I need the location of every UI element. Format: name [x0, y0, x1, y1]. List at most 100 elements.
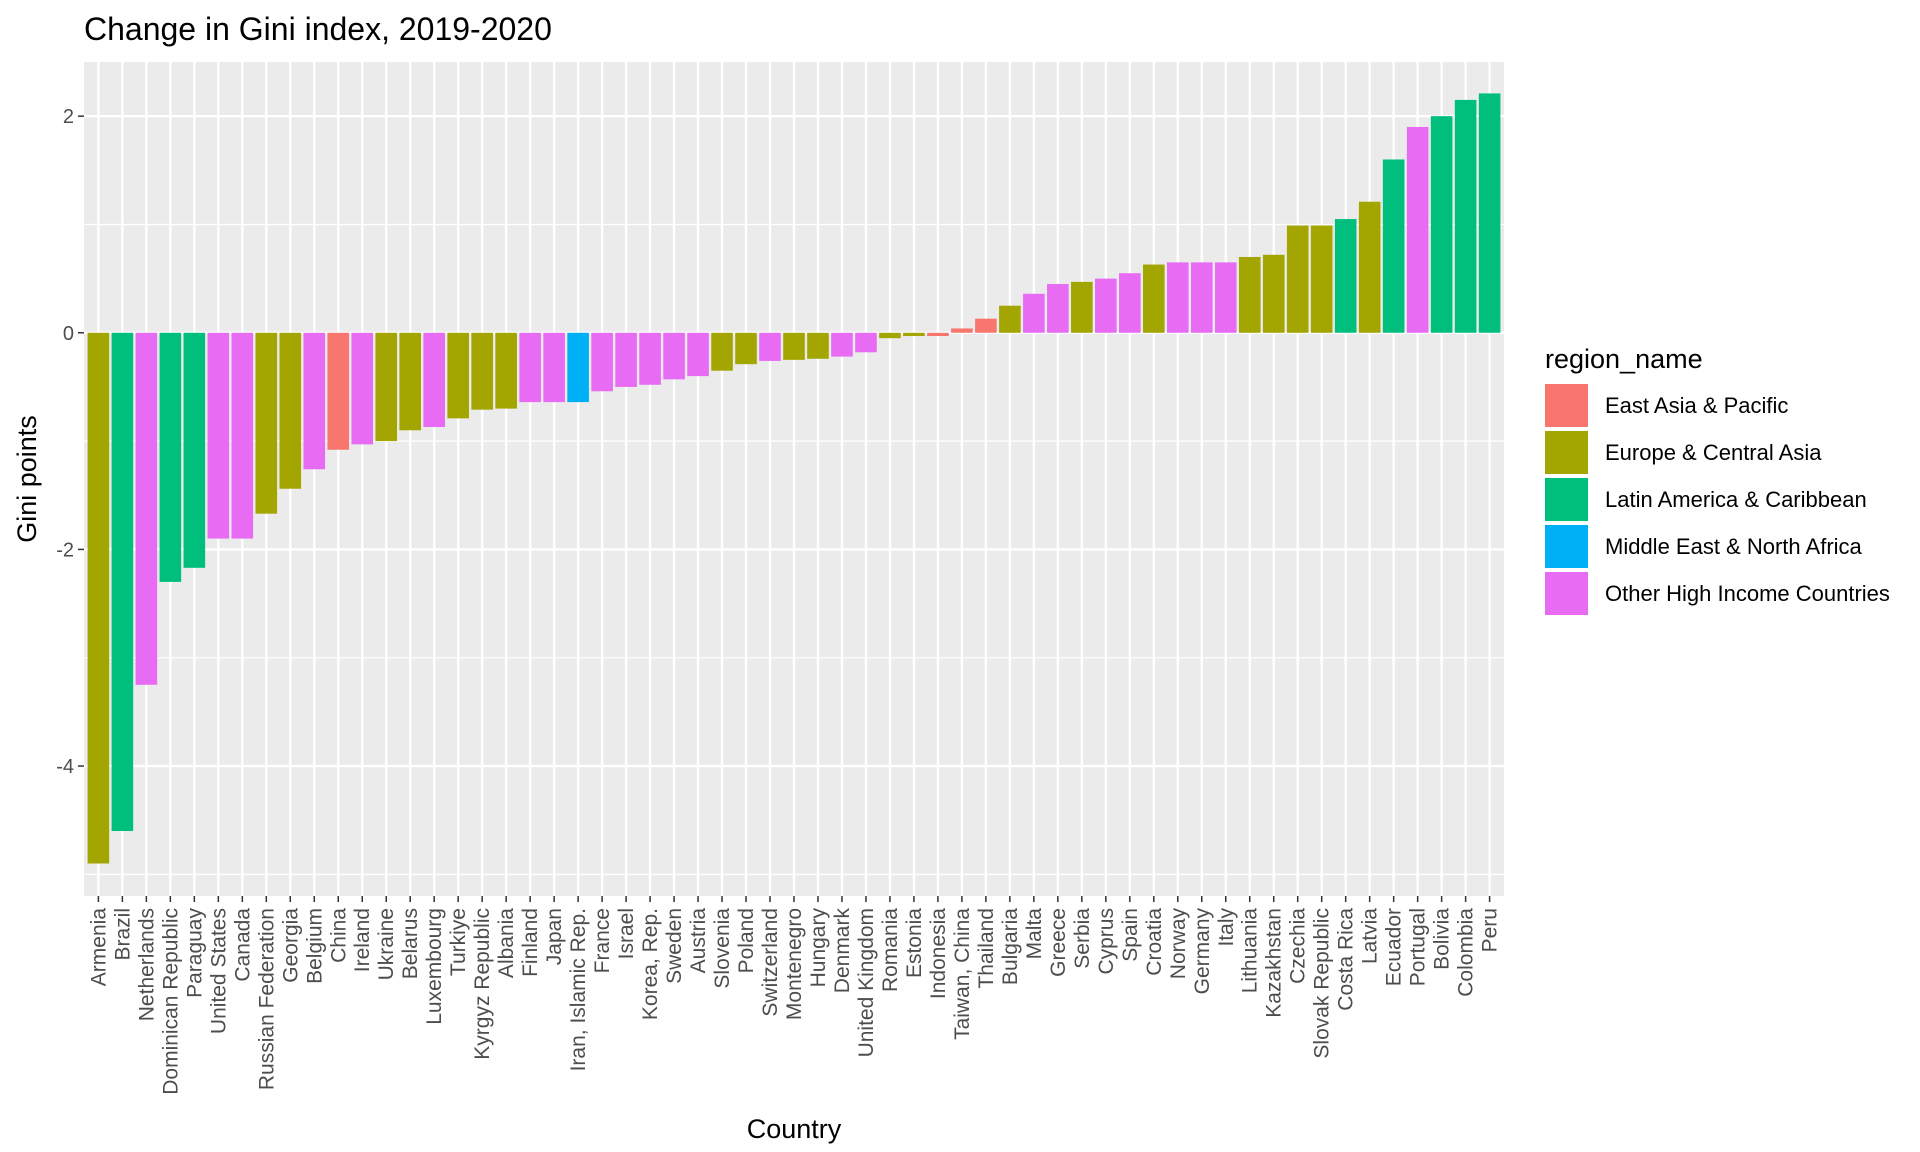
x-tick-label: Paraguay — [183, 908, 206, 998]
y-tick-label: 2 — [63, 106, 74, 128]
x-tick-label: United States — [207, 908, 230, 1034]
x-tick-label: Costa Rica — [1335, 908, 1358, 1011]
bar — [903, 332, 925, 337]
x-tick-label: Thailand — [975, 908, 998, 989]
x-tick-label: Norway — [1167, 908, 1190, 980]
x-tick-label: Albania — [495, 908, 518, 978]
bar — [231, 332, 254, 539]
bar — [567, 332, 589, 403]
x-tick-label: Belarus — [399, 908, 422, 979]
x-tick-label: Belgium — [303, 908, 326, 984]
bar — [759, 332, 781, 361]
x-tick-label: Netherlands — [135, 908, 158, 1021]
x-tick-label: Peru — [1479, 908, 1502, 952]
x-tick-label: Hungary — [807, 908, 830, 988]
x-tick-label: Denmark — [831, 908, 854, 994]
bar — [1310, 225, 1333, 333]
x-tick-label: Taiwan, China — [951, 908, 974, 1040]
x-tick-label: Ecuador — [1383, 908, 1406, 986]
bar — [1071, 281, 1093, 333]
bar — [1478, 93, 1501, 333]
legend-label: Other High Income Countries — [1605, 581, 1890, 606]
x-tick-label: Dominican Republic — [159, 908, 182, 1095]
bar — [1214, 262, 1237, 333]
bar — [1454, 99, 1477, 333]
x-tick-label: Colombia — [1455, 908, 1478, 997]
y-tick-label: -4 — [56, 756, 74, 778]
x-tick-label: Israel — [615, 908, 638, 959]
y-axis: -4 -2 0 2 — [56, 106, 84, 778]
x-tick-label: Brazil — [111, 908, 134, 961]
x-tick-label: Poland — [735, 908, 758, 973]
legend-swatch — [1545, 431, 1588, 474]
legend-label: Middle East & North Africa — [1605, 534, 1863, 559]
bar — [447, 332, 469, 419]
bar — [495, 332, 517, 409]
x-tick-label: Italy — [1215, 908, 1238, 947]
bars — [87, 93, 1501, 864]
x-tick-label: Greece — [1047, 908, 1070, 977]
bar — [279, 332, 302, 489]
bar — [423, 332, 445, 428]
x-tick-label: Turkiye — [447, 908, 470, 976]
x-tick-label: Kyrgyz Republic — [471, 908, 494, 1060]
bar — [927, 332, 949, 337]
x-tick-label: Switzerland — [759, 908, 782, 1017]
x-tick-label: Iran, Islamic Rep. — [567, 908, 590, 1071]
bar — [735, 332, 757, 365]
x-tick-label: Armenia — [87, 908, 110, 987]
bar — [1262, 254, 1285, 333]
bar — [1238, 256, 1261, 333]
bar — [591, 332, 613, 392]
bar — [951, 328, 973, 333]
bar — [1406, 126, 1429, 333]
legend-swatch — [1545, 572, 1588, 615]
x-tick-label: Japan — [543, 908, 566, 965]
bar — [1023, 293, 1045, 333]
bar — [687, 332, 709, 377]
y-axis-title: Gini points — [12, 415, 42, 543]
x-tick-label: Bulgaria — [999, 908, 1022, 985]
bar — [1143, 264, 1165, 333]
x-axis-title: Country — [747, 1114, 842, 1144]
legend-swatch — [1545, 384, 1588, 427]
bar — [303, 332, 326, 470]
bar — [207, 332, 230, 539]
x-tick-label: Sweden — [663, 908, 686, 984]
x-tick-label: Austria — [687, 908, 710, 974]
legend-label: Europe & Central Asia — [1605, 440, 1822, 465]
bar — [183, 332, 206, 568]
x-tick-label: Korea, Rep. — [639, 908, 662, 1020]
x-axis: Armenia Brazil Netherlands Dominican Republ… — [87, 896, 1502, 1095]
bar — [855, 332, 877, 353]
bar — [639, 332, 661, 385]
bar — [255, 332, 278, 514]
x-tick-label: Slovak Republic — [1311, 908, 1334, 1059]
x-tick-label: Russian Federation — [255, 908, 278, 1090]
x-tick-label: Latvia — [1359, 908, 1382, 964]
y-tick-label: 0 — [63, 323, 74, 345]
x-tick-label: Georgia — [279, 908, 302, 983]
legend-swatch — [1545, 525, 1588, 568]
x-tick-label: Slovenia — [711, 908, 734, 989]
bar — [1286, 225, 1309, 333]
y-tick-label: -2 — [56, 539, 74, 561]
bar — [327, 332, 350, 450]
chart-title: Change in Gini index, 2019-2020 — [84, 11, 552, 47]
legend-title: region_name — [1545, 344, 1703, 374]
bar — [999, 305, 1021, 333]
bar — [663, 332, 685, 380]
bar — [1119, 273, 1141, 333]
x-tick-label: Czechia — [1287, 908, 1310, 984]
x-tick-label: Indonesia — [927, 908, 950, 999]
bar — [615, 332, 637, 387]
bar — [399, 332, 422, 431]
bar — [1190, 262, 1213, 333]
legend-label: Latin America & Caribbean — [1605, 487, 1867, 512]
bar — [1382, 159, 1405, 333]
bar — [975, 318, 997, 333]
x-tick-label: Ireland — [351, 908, 374, 972]
bar — [1430, 116, 1453, 333]
x-tick-label: Germany — [1191, 908, 1214, 995]
